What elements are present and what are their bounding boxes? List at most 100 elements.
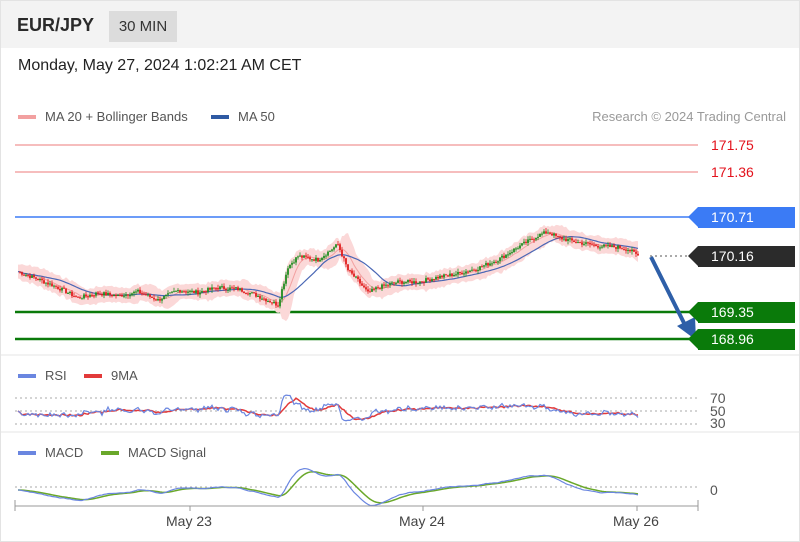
candle-body [383,284,385,286]
candle-body [309,257,311,260]
candle-body [81,298,83,300]
candle-body [299,255,301,257]
rsi-tick-70: 70 [710,390,726,406]
candle-body [69,291,71,293]
candle-body [427,278,429,280]
candle-body [619,245,621,249]
candle-body [163,296,165,300]
r2-label: 171.75 [711,137,754,153]
candle-body [479,266,481,270]
candle-body [235,287,237,289]
candle-body [247,293,249,295]
candle-body [389,283,391,286]
rsi-tick-50: 50 [710,403,726,419]
candle-body [229,287,231,290]
candle-body [29,275,31,278]
candle-body [571,238,573,241]
candle-body [197,290,199,295]
x-label-may24: May 24 [399,513,445,529]
candle-body [275,301,277,306]
candle-body [477,269,479,271]
candle-body [375,287,377,290]
candle-body [33,275,35,278]
candle-body [171,291,173,293]
s2-tag: 168.96 [688,329,795,350]
candle-body [261,298,263,300]
macd-label: MACD [45,445,84,460]
candle-body [31,275,33,278]
candle-body [339,244,341,250]
candle-body [179,290,181,293]
legend-rsi: RSI [18,368,67,383]
candle-body [395,282,397,284]
candle-body [53,285,55,287]
candle-body [563,238,565,240]
candle-body [89,294,91,297]
candle-body [113,294,115,297]
candle-body [129,295,131,297]
candle-body [51,283,53,287]
candle-body [253,292,255,294]
candle-body [425,278,427,283]
candle-body [509,252,511,255]
candle-body [63,287,65,289]
candle-body [25,274,27,276]
candle-body [153,297,155,300]
candle-body [511,252,513,254]
candle-body [517,248,519,250]
ma50-swatch [211,114,229,119]
candle-body [431,279,433,282]
candle-body [513,248,515,253]
s1-value: 169.35 [711,304,754,320]
candle-body [539,233,541,237]
candle-body [297,256,299,258]
candle-body [303,255,305,258]
candle-body [595,244,597,246]
candle-body [271,302,273,304]
macd-signal-label: MACD Signal [128,445,207,460]
candle-body [267,301,269,303]
candle-body [291,262,293,265]
candle-body [115,294,117,297]
x-label-may26: May 26 [613,513,659,529]
candle-body [603,244,605,247]
candle-body [615,247,617,249]
candle-body [449,273,451,276]
candle-body [501,255,503,258]
candle-body [537,236,539,238]
candle-body [519,245,521,249]
candle-body [553,233,555,236]
candle-body [251,292,253,294]
candle-body [103,292,105,296]
candle-body [625,249,627,251]
candle-body [109,292,111,295]
candle-body [283,283,285,290]
candle-body [505,254,507,258]
candle-body [561,237,563,240]
candle-body [587,242,589,244]
timeframe-button[interactable]: 30 MIN [109,11,177,42]
candle-body [491,263,493,265]
candle-body [185,291,187,293]
top-bar: EUR/JPY 30 MIN [1,1,799,48]
candle-body [471,269,473,271]
candle-body [451,273,453,277]
candle-body [49,283,51,285]
candle-body [393,282,395,284]
forecast-arrow [649,256,687,326]
candle-body [281,289,283,300]
candle-body [105,292,107,296]
candle-body [613,245,615,248]
candle-body [363,285,365,288]
candle-body [439,275,441,279]
candle-body [499,257,501,262]
bollinger-band-area [18,224,638,322]
candle-body [169,292,171,294]
candle-body [627,249,629,251]
candle-body [127,294,129,296]
candle-body [289,264,291,269]
candle-body [211,287,213,290]
candle-body [525,241,527,243]
candle-body [475,269,477,271]
candle-body [457,271,459,275]
